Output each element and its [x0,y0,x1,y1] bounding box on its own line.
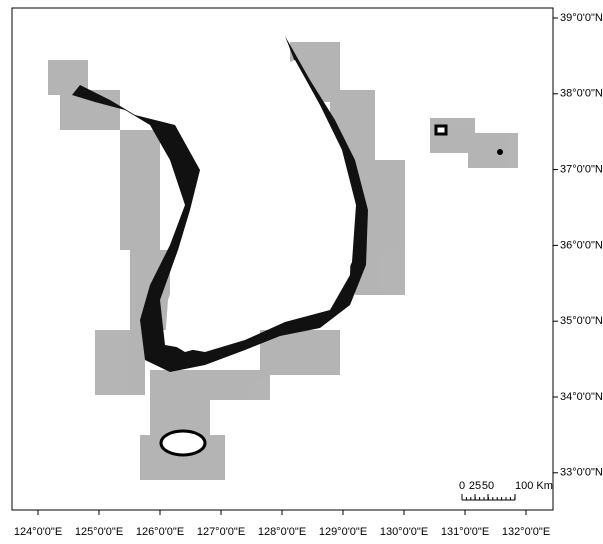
longitude-label: 127°0'0"E [197,526,245,538]
longitude-label: 130°0'0"E [380,526,428,538]
latitude-label: 34°0'0"N [560,391,603,403]
latitude-label: 35°0'0"N [560,315,603,327]
island [436,126,446,134]
longitude-label: 126°0'0"E [136,526,184,538]
longitude-label: 132°0'0"E [502,526,550,538]
latitude-label: 33°0'0"N [560,467,603,479]
latitude-label: 36°0'0"N [560,239,603,251]
island [161,431,205,455]
latitude-label: 39°0'0"N [560,12,603,24]
island [497,149,503,155]
scale-label: 50 [482,480,494,492]
scale-label: 100 Km [515,480,553,492]
patch [120,130,160,250]
patch [95,330,145,395]
scale-label: 0 [459,480,465,492]
scale-label: 25 [469,480,481,492]
latitude-label: 38°0'0"N [560,88,603,100]
patch [468,133,518,168]
page: 124°0'0"E 125°0'0"E 126°0'0"E 127°0'0"E 128°… [0,0,603,544]
longitude-label: 125°0'0"E [75,526,123,538]
map: 124°0'0"E 125°0'0"E 126°0'0"E 127°0'0"E 128°… [0,0,603,544]
longitude-label: 129°0'0"E [319,526,367,538]
longitude-label: 131°0'0"E [441,526,489,538]
longitude-label: 128°0'0"E [258,526,306,538]
latitude-label: 37°0'0"N [560,164,603,176]
longitude-label: 124°0'0"E [14,526,62,538]
